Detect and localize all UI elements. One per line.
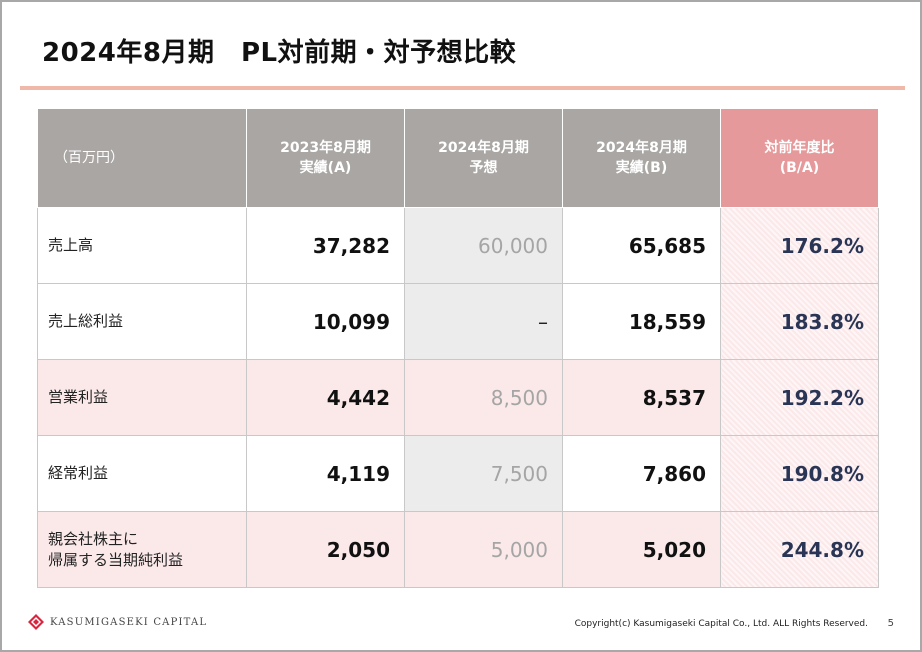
header-yoy-ratio: 対前年度比 (B/A) [720,108,879,208]
table-row-net-income: 親会社株主に 帰属する当期純利益 2,050 5,000 5,020 244.8… [37,511,879,588]
header-line2: (B/A) [779,160,820,176]
row-label: 親会社株主に 帰属する当期純利益 [37,511,247,588]
row-label-line1: 親会社株主に [48,529,139,548]
header-line1: 2024年8月期 [596,140,687,156]
cell-fy2024: 8,537 [562,359,721,436]
header-fy2024-forecast: 2024年8月期 予想 [404,108,563,208]
cell-forecast: 8,500 [404,359,563,436]
page-number: 5 [887,618,894,629]
cell-forecast: 60,000 [404,207,563,284]
cell-ratio: 192.2% [720,359,879,436]
cell-fy2024: 65,685 [562,207,721,284]
row-label: 経常利益 [37,435,247,512]
cell-fy2023: 4,119 [246,435,405,512]
header-line2: 予想 [469,160,498,176]
row-label: 売上総利益 [37,283,247,360]
logo-text: KASUMIGASEKI CAPITAL [50,616,208,628]
cell-ratio: 244.8% [720,511,879,588]
row-label: 売上高 [37,207,247,284]
cell-forecast: – [404,283,563,360]
header-line1: 2024年8月期 [438,140,529,156]
table-row-sales: 売上高 37,282 60,000 65,685 176.2% [37,207,879,284]
header-line1: 2023年8月期 [280,140,371,156]
title-underline [20,86,905,90]
row-label-line1: 売上高 [48,236,94,254]
company-logo: KASUMIGASEKI CAPITAL [28,614,207,630]
cell-fy2024: 5,020 [562,511,721,588]
header-line2: 実績(B) [615,160,668,176]
kasumigaseki-logo-icon [28,614,44,630]
header-fy2024-actual: 2024年8月期 実績(B) [562,108,721,208]
header-unit-label: （百万円） [54,150,124,166]
header-line1: 対前年度比 [764,140,835,156]
copyright-text: Copyright(c) Kasumigaseki Capital Co., L… [574,619,868,629]
row-label-line1: 売上総利益 [48,312,124,330]
cell-ratio: 190.8% [720,435,879,512]
cell-forecast: 7,500 [404,435,563,512]
header-fy2023-actual: 2023年8月期 実績(A) [246,108,405,208]
row-label-line1: 営業利益 [48,388,109,406]
cell-fy2023: 37,282 [246,207,405,284]
table-row-ordinary-profit: 経常利益 4,119 7,500 7,860 190.8% [37,435,879,512]
table-header-row: （百万円） 2023年8月期 実績(A) 2024年8月期 予想 2024年8月… [37,108,879,208]
cell-ratio: 183.8% [720,283,879,360]
cell-fy2023: 2,050 [246,511,405,588]
header-line2: 実績(A) [299,160,352,176]
page-title: 2024年8月期 PL対前期・対予想比較 [42,38,517,68]
table-row-operating-profit: 営業利益 4,442 8,500 8,537 192.2% [37,359,879,436]
cell-fy2024: 18,559 [562,283,721,360]
row-label: 営業利益 [37,359,247,436]
pl-comparison-table: （百万円） 2023年8月期 実績(A) 2024年8月期 予想 2024年8月… [37,108,879,588]
table-row-gross-profit: 売上総利益 10,099 – 18,559 183.8% [37,283,879,360]
cell-fy2023: 4,442 [246,359,405,436]
cell-forecast: 5,000 [404,511,563,588]
row-label-line1: 経常利益 [48,464,109,482]
header-unit: （百万円） [37,108,247,208]
cell-fy2024: 7,860 [562,435,721,512]
cell-fy2023: 10,099 [246,283,405,360]
row-label-line2: 帰属する当期純利益 [48,550,184,569]
cell-ratio: 176.2% [720,207,879,284]
